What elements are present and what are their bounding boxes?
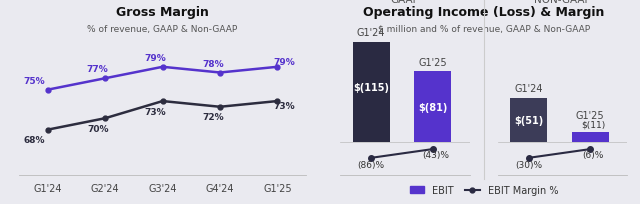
Text: $ million and % of revenue, GAAP & Non-GAAP: $ million and % of revenue, GAAP & Non-G…	[378, 24, 590, 33]
Text: G1'24: G1'24	[357, 28, 385, 38]
Text: GAAP: GAAP	[390, 0, 419, 5]
Text: (86)%: (86)%	[358, 161, 385, 170]
Text: 73%: 73%	[145, 107, 166, 116]
Text: $(81): $(81)	[418, 102, 447, 112]
Text: (30)%: (30)%	[515, 161, 542, 170]
Text: 78%: 78%	[202, 59, 224, 68]
Text: 68%: 68%	[23, 135, 45, 144]
Bar	[510, 98, 547, 142]
Text: (43)%: (43)%	[422, 150, 449, 159]
Text: $(115): $(115)	[353, 82, 389, 92]
Text: 75%: 75%	[23, 76, 45, 85]
Text: G1'25: G1'25	[419, 58, 447, 68]
Bar	[572, 133, 609, 142]
Text: 79%: 79%	[145, 54, 166, 63]
Text: $(11): $(11)	[581, 120, 605, 129]
Text: 73%: 73%	[273, 102, 295, 110]
Text: NON-GAAP: NON-GAAP	[534, 0, 591, 5]
Text: % of revenue, GAAP & Non-GAAP: % of revenue, GAAP & Non-GAAP	[88, 24, 237, 33]
Text: 72%: 72%	[202, 113, 224, 122]
Text: 77%: 77%	[86, 65, 108, 74]
Text: $(51): $(51)	[514, 115, 543, 125]
Text: (6)%: (6)%	[582, 150, 604, 159]
Text: G1'24: G1'24	[515, 84, 543, 94]
Text: G1'25: G1'25	[576, 111, 605, 121]
Text: 70%: 70%	[88, 124, 109, 133]
Text: 79%: 79%	[273, 58, 295, 67]
Text: Operating Income (Loss) & Margin: Operating Income (Loss) & Margin	[363, 6, 605, 19]
Bar	[414, 72, 451, 142]
Legend: EBIT, EBIT Margin %: EBIT, EBIT Margin %	[406, 182, 562, 199]
Text: Gross Margin: Gross Margin	[116, 6, 209, 19]
Bar	[353, 42, 390, 142]
